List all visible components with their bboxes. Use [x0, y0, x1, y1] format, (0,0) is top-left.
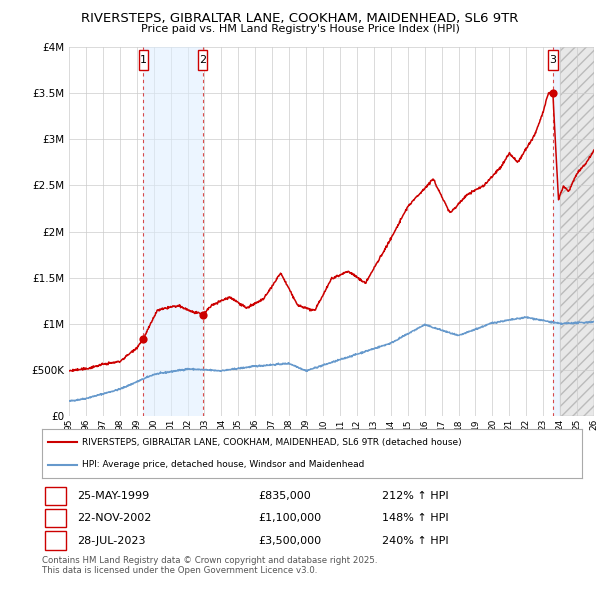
FancyBboxPatch shape: [198, 50, 207, 70]
FancyBboxPatch shape: [45, 487, 67, 505]
Text: RIVERSTEPS, GIBRALTAR LANE, COOKHAM, MAIDENHEAD, SL6 9TR (detached house): RIVERSTEPS, GIBRALTAR LANE, COOKHAM, MAI…: [83, 438, 462, 447]
Point: [548, 88, 557, 98]
Text: Price paid vs. HM Land Registry's House Price Index (HPI): Price paid vs. HM Land Registry's House …: [140, 24, 460, 34]
Text: 240% ↑ HPI: 240% ↑ HPI: [382, 536, 449, 546]
Text: £1,100,000: £1,100,000: [258, 513, 321, 523]
Point: [139, 335, 148, 344]
Bar: [553, 29, 560, 416]
Text: RIVERSTEPS, GIBRALTAR LANE, COOKHAM, MAIDENHEAD, SL6 9TR: RIVERSTEPS, GIBRALTAR LANE, COOKHAM, MAI…: [82, 12, 518, 25]
Text: £3,500,000: £3,500,000: [258, 536, 321, 546]
Bar: [143, 29, 203, 416]
Text: 2: 2: [199, 55, 206, 65]
Bar: [560, 29, 594, 416]
Text: 1: 1: [140, 55, 147, 65]
Text: Contains HM Land Registry data © Crown copyright and database right 2025.
This d: Contains HM Land Registry data © Crown c…: [42, 556, 377, 575]
FancyBboxPatch shape: [548, 50, 557, 70]
Text: £835,000: £835,000: [258, 491, 311, 501]
Text: 1: 1: [52, 490, 59, 503]
FancyBboxPatch shape: [45, 532, 67, 549]
Text: 3: 3: [550, 55, 556, 65]
FancyBboxPatch shape: [139, 50, 148, 70]
Text: 148% ↑ HPI: 148% ↑ HPI: [382, 513, 449, 523]
Point: [198, 310, 208, 319]
Text: 22-NOV-2002: 22-NOV-2002: [77, 513, 151, 523]
Text: HPI: Average price, detached house, Windsor and Maidenhead: HPI: Average price, detached house, Wind…: [83, 460, 365, 469]
Text: 2: 2: [52, 512, 59, 525]
Text: 212% ↑ HPI: 212% ↑ HPI: [382, 491, 449, 501]
FancyBboxPatch shape: [45, 509, 67, 527]
Text: 25-MAY-1999: 25-MAY-1999: [77, 491, 149, 501]
Text: 3: 3: [52, 534, 59, 547]
Text: 28-JUL-2023: 28-JUL-2023: [77, 536, 146, 546]
